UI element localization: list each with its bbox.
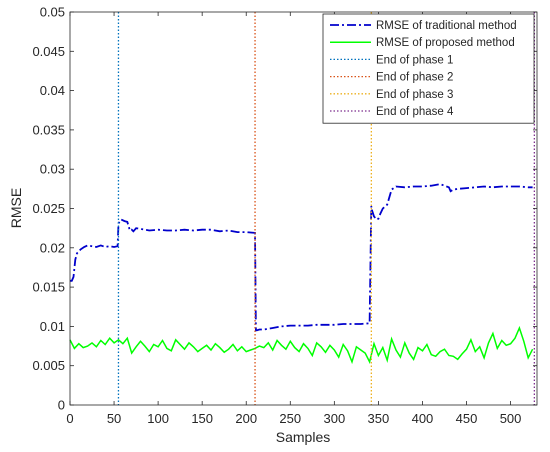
- y-tick-label: 0.035: [32, 122, 65, 137]
- x-tick-label: 300: [323, 411, 345, 426]
- legend-box: [322, 13, 535, 124]
- x-tick-label: 250: [279, 411, 301, 426]
- y-axis-ticks: 0 0.005 0.01 0.015 0.02 0.025 0.03 0.035 0.04 0.0…: [32, 5, 537, 413]
- x-axis-label: Samples: [276, 429, 330, 445]
- y-tick-label: 0.04: [40, 83, 65, 98]
- legend-label-3: End of phase 1: [376, 54, 453, 66]
- series-layer: [69, 183, 534, 365]
- y-tick-label: 0.015: [32, 280, 65, 295]
- y-tick-label: 0.05: [40, 5, 65, 20]
- y-tick-label: 0.045: [32, 44, 65, 59]
- x-tick-label: 200: [235, 411, 257, 426]
- y-tick-label: 0: [58, 398, 65, 413]
- legend-label-1: RMSE of traditional method: [376, 20, 517, 32]
- legend-label-2: RMSE of proposed method: [376, 37, 515, 49]
- x-axis-ticks: 0 50 100 150 200 250 300 350 400 450 500: [66, 12, 521, 426]
- y-tick-label: 0.02: [40, 240, 65, 255]
- legend-label-4: End of phase 2: [376, 72, 453, 84]
- legend: RMSE of traditional method RMSE of propos…: [322, 13, 535, 124]
- x-tick-label: 500: [500, 411, 522, 426]
- y-tick-label: 0.005: [32, 358, 65, 373]
- x-tick-label: 450: [456, 411, 478, 426]
- y-tick-label: 0.025: [32, 201, 65, 216]
- legend-label-5: End of phase 3: [376, 89, 453, 101]
- x-tick-label: 150: [191, 411, 213, 426]
- series-line-2: [69, 325, 534, 365]
- x-tick-label: 400: [412, 411, 434, 426]
- x-tick-label: 350: [368, 411, 390, 426]
- x-tick-label: 0: [66, 411, 73, 426]
- y-tick-label: 0.01: [40, 319, 65, 334]
- x-tick-label: 50: [107, 411, 121, 426]
- legend-label-6: End of phase 4: [376, 106, 454, 118]
- y-tick-label: 0.03: [40, 162, 65, 177]
- series-line-1: [70, 183, 533, 332]
- x-tick-label: 100: [147, 411, 169, 426]
- y-axis-label: RMSE: [8, 188, 24, 228]
